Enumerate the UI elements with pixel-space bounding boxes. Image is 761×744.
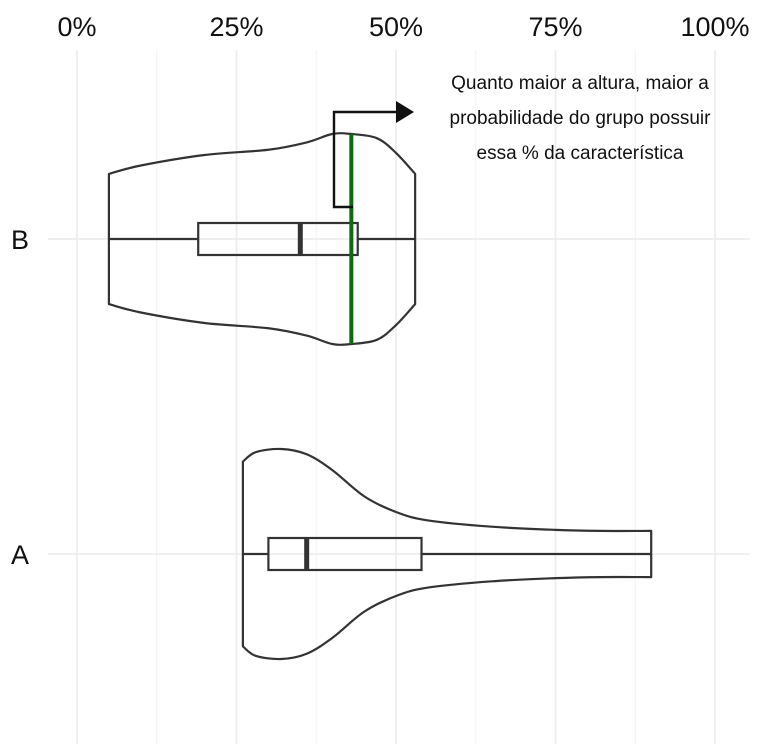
category-label: B — [11, 225, 29, 255]
violin-B — [107, 132, 417, 346]
annotation-arrow — [332, 110, 396, 209]
violins — [107, 132, 653, 661]
x-tick-label: 50% — [369, 12, 423, 42]
annotation-line: Quanto maior a altura, maior a — [451, 73, 709, 94]
annotation: Quanto maior a altura, maior a probabili… — [332, 73, 712, 209]
violin-A — [241, 447, 653, 661]
x-tick-label: 100% — [680, 12, 749, 42]
x-tick-label: 0% — [57, 12, 96, 42]
category-label: A — [11, 540, 29, 570]
annotation-line: probabilidade do grupo possuir — [450, 108, 712, 129]
arrow-head-icon — [396, 101, 414, 123]
grid-lines — [48, 50, 750, 744]
category-labels: BA — [11, 225, 29, 570]
x-tick-label: 75% — [528, 12, 582, 42]
boxplots — [108, 221, 652, 572]
box-A — [267, 536, 423, 572]
x-tick-label: 25% — [209, 12, 263, 42]
x-axis-tick-labels: 0% 25% 50% 75% 100% — [57, 12, 749, 42]
annotation-line: essa % da característica — [477, 143, 684, 164]
box-B — [197, 221, 359, 257]
